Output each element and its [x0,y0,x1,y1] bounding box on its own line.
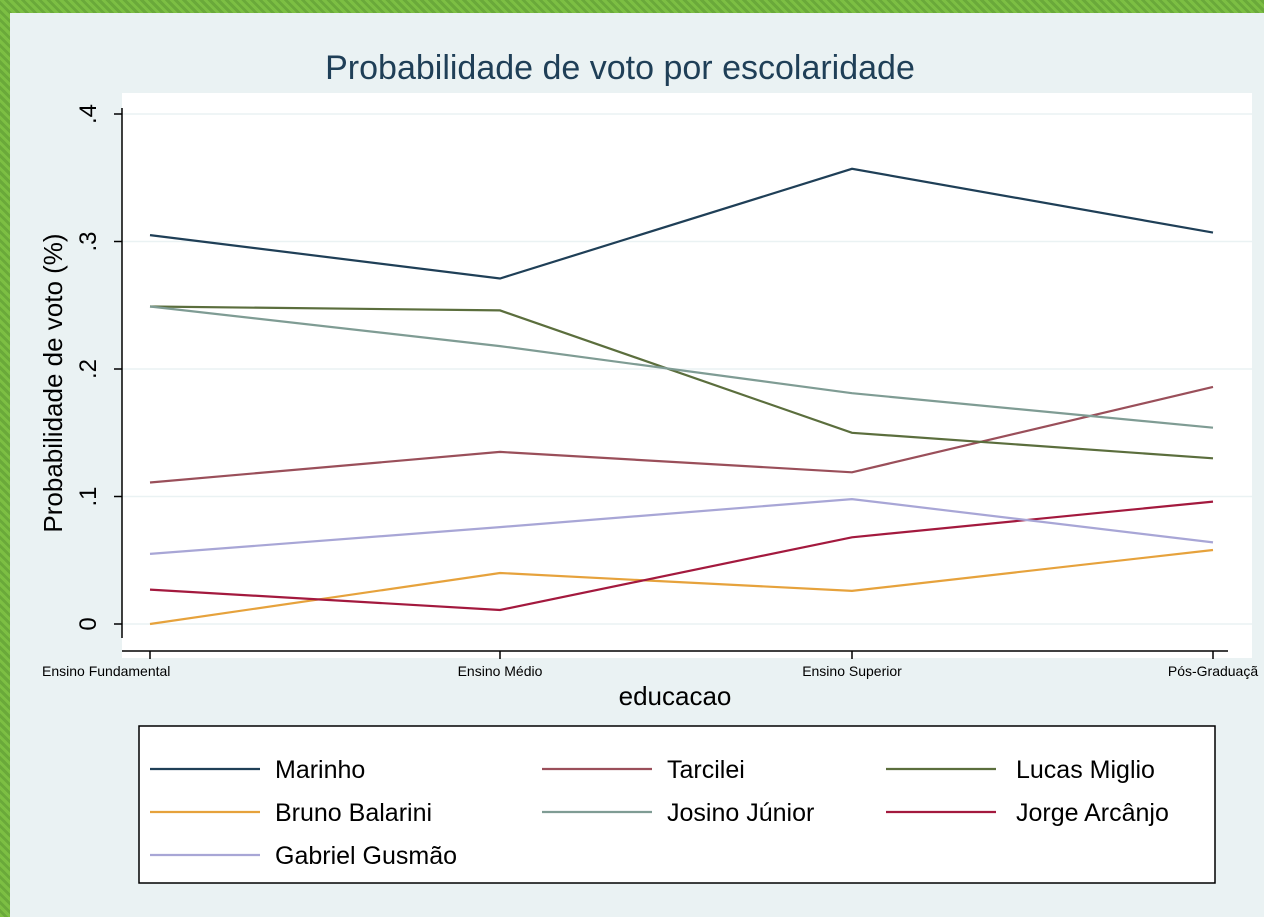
x-tick-label: Ensino Médio [458,663,543,679]
y-tick-label: .3 [75,231,102,251]
series-line [149,500,1214,612]
legend-label: Tarcilei [667,756,745,784]
series-line [149,305,1214,460]
y-tick-label: .4 [75,104,102,124]
x-ticks: Ensino Fundamental Ensino Médio Ensino Sup… [42,651,1258,679]
x-tick-label: Ensino Superior [802,663,902,679]
legend-label: Josino Júnior [667,799,814,827]
series-lines [149,167,1214,626]
series-line [149,548,1214,626]
chart-frame: Probabilidade de voto por escolaridade 0… [10,13,1264,917]
y-ticks: 0 .1 .2 .3 .4 [75,104,122,631]
line-chart: Probabilidade de voto por escolaridade 0… [38,49,1258,884]
legend-label: Jorge Arcânjo [1016,799,1169,827]
legend-label: Lucas Miglio [1016,756,1155,784]
y-tick-label: .2 [75,359,102,379]
legend-label: Gabriel Gusmão [275,842,457,870]
x-tick-label: Pós-Graduaçã [1168,663,1258,679]
legend-box [138,725,1216,884]
chart-title: Probabilidade de voto por escolaridade [325,49,915,87]
legend-label: Bruno Balarini [275,799,432,827]
legend: Marinho Tarcilei Lucas Miglio Bruno Balarin… [150,756,1169,870]
series-line [149,167,1214,280]
series-line [149,305,1214,429]
legend-label: Marinho [275,756,365,784]
series-line [149,385,1214,484]
y-axis-title: Probabilidade de voto (%) [38,233,68,532]
y-tick-label: 0 [75,617,102,630]
y-tick-label: .1 [75,486,102,506]
series-line [149,497,1214,555]
x-axis-title: educacao [619,681,732,711]
grid-lines [122,113,1252,625]
x-tick-label: Ensino Fundamental [42,663,170,679]
